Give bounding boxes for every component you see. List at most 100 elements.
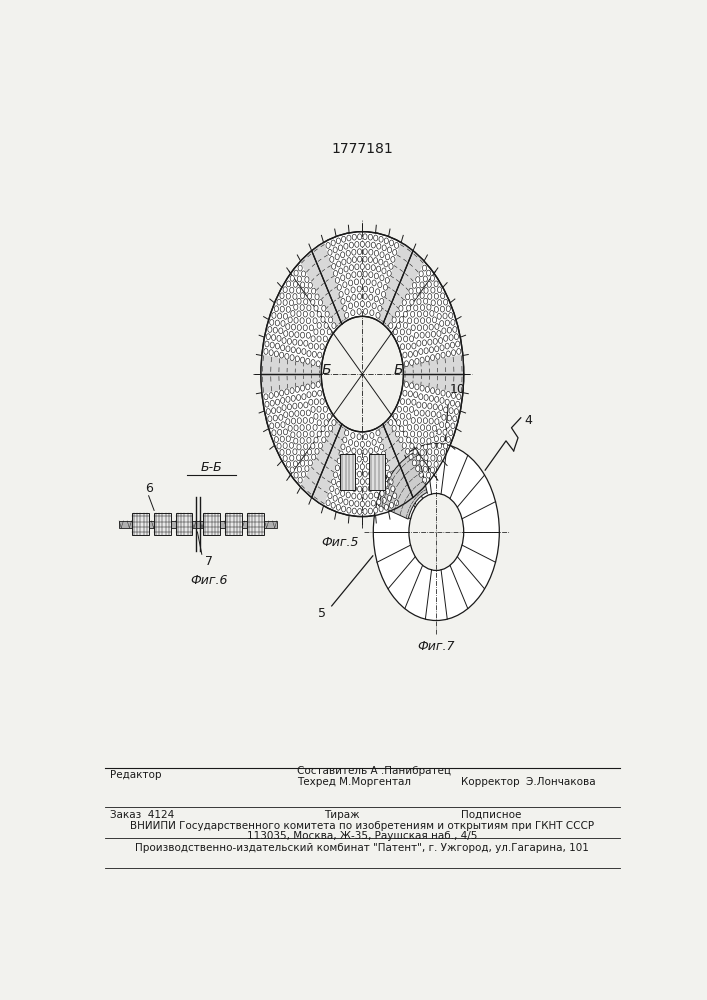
Circle shape: [417, 444, 421, 449]
Circle shape: [284, 429, 288, 435]
Circle shape: [344, 430, 349, 436]
Circle shape: [290, 455, 294, 461]
Circle shape: [300, 385, 305, 391]
Circle shape: [343, 305, 347, 311]
Circle shape: [379, 236, 383, 242]
Circle shape: [290, 388, 294, 394]
Circle shape: [290, 287, 294, 293]
Circle shape: [411, 311, 415, 317]
Circle shape: [391, 256, 395, 262]
Circle shape: [315, 344, 318, 349]
Circle shape: [378, 460, 382, 466]
Circle shape: [289, 300, 293, 306]
Circle shape: [361, 464, 364, 470]
Circle shape: [308, 460, 312, 466]
Circle shape: [403, 390, 407, 396]
Circle shape: [312, 351, 317, 357]
Wedge shape: [378, 242, 425, 329]
Circle shape: [363, 434, 368, 440]
Circle shape: [428, 403, 432, 409]
Text: Фиг.7: Фиг.7: [418, 640, 455, 653]
Circle shape: [341, 467, 345, 473]
Circle shape: [310, 325, 313, 331]
Circle shape: [375, 454, 380, 459]
Circle shape: [358, 234, 362, 240]
Circle shape: [291, 324, 296, 330]
Circle shape: [317, 322, 321, 328]
Circle shape: [297, 298, 301, 304]
Circle shape: [446, 391, 450, 397]
Circle shape: [446, 351, 450, 357]
Circle shape: [397, 406, 402, 412]
Circle shape: [309, 343, 313, 349]
Circle shape: [382, 291, 385, 297]
Circle shape: [314, 329, 318, 335]
Circle shape: [347, 485, 351, 491]
Circle shape: [361, 301, 364, 307]
Circle shape: [440, 449, 445, 455]
Circle shape: [384, 261, 388, 267]
Circle shape: [268, 327, 272, 332]
Circle shape: [414, 424, 419, 430]
Circle shape: [341, 259, 346, 265]
Circle shape: [325, 311, 329, 317]
Circle shape: [435, 324, 439, 329]
Circle shape: [431, 467, 435, 473]
Circle shape: [404, 406, 408, 412]
Circle shape: [273, 327, 277, 333]
Circle shape: [286, 461, 291, 467]
Circle shape: [321, 426, 325, 432]
Circle shape: [347, 235, 351, 241]
Circle shape: [286, 419, 290, 425]
Circle shape: [377, 266, 381, 272]
Circle shape: [313, 425, 317, 430]
Circle shape: [452, 327, 457, 332]
Circle shape: [352, 249, 356, 255]
Circle shape: [274, 306, 279, 312]
Circle shape: [374, 273, 378, 279]
Circle shape: [385, 465, 390, 471]
Circle shape: [371, 265, 375, 271]
Circle shape: [279, 352, 284, 358]
Circle shape: [407, 329, 411, 335]
Circle shape: [415, 358, 419, 364]
Circle shape: [293, 281, 298, 287]
Circle shape: [304, 455, 308, 461]
Circle shape: [407, 305, 411, 311]
Circle shape: [414, 318, 419, 324]
Circle shape: [301, 471, 305, 477]
Circle shape: [339, 268, 343, 274]
Circle shape: [341, 506, 346, 512]
Circle shape: [274, 351, 279, 357]
Circle shape: [282, 405, 286, 411]
Circle shape: [433, 425, 437, 431]
Circle shape: [370, 287, 374, 293]
Circle shape: [431, 300, 436, 306]
Circle shape: [407, 425, 411, 430]
Circle shape: [300, 425, 304, 430]
Circle shape: [294, 270, 298, 276]
Circle shape: [337, 284, 341, 290]
Circle shape: [296, 356, 299, 362]
Wedge shape: [403, 354, 464, 394]
Circle shape: [320, 344, 325, 350]
Circle shape: [399, 305, 403, 311]
Circle shape: [297, 311, 301, 317]
Circle shape: [431, 411, 436, 417]
Circle shape: [300, 305, 304, 311]
Circle shape: [345, 289, 349, 295]
Circle shape: [305, 358, 310, 364]
Circle shape: [286, 346, 290, 352]
Circle shape: [431, 287, 435, 293]
Circle shape: [429, 324, 433, 330]
Circle shape: [346, 250, 350, 256]
Circle shape: [371, 500, 375, 506]
Circle shape: [423, 276, 427, 282]
Circle shape: [300, 282, 305, 288]
Circle shape: [312, 454, 316, 460]
Circle shape: [391, 486, 395, 492]
Circle shape: [307, 305, 311, 311]
Circle shape: [451, 319, 455, 325]
Circle shape: [414, 392, 418, 398]
Circle shape: [269, 393, 273, 398]
